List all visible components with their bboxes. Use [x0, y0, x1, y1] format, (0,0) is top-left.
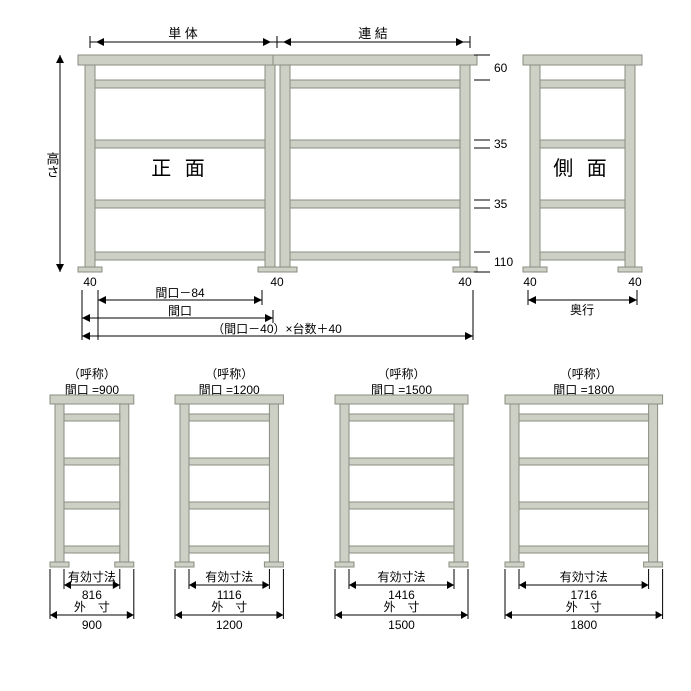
unit-out-label: 外 寸 — [383, 600, 419, 614]
unit-1: （呼称）間口 =1200有効寸法1116外 寸1200 — [175, 367, 283, 632]
front-view: 正 面 — [78, 55, 477, 272]
dim-35b: 35 — [494, 197, 508, 211]
dim-60: 60 — [494, 61, 508, 75]
unit-eff-label: 有効寸法 — [377, 569, 425, 584]
unit-0: （呼称）間口 =900有効寸法816外 寸900 — [50, 367, 134, 632]
post40-2: 40 — [270, 275, 284, 289]
unit-out-val: 1500 — [388, 618, 415, 632]
bottom-section: （呼称）間口 =900有効寸法816外 寸900（呼称）間口 =1200有効寸法… — [50, 367, 663, 632]
depth-label: 奥行 — [570, 303, 594, 317]
unit-out-val: 1200 — [216, 618, 243, 632]
unit-eff-label: 有効寸法 — [560, 569, 608, 584]
top-section: 正 面 側 面 単 体 連 結 高さ — [45, 26, 643, 340]
unit-out-label: 外 寸 — [211, 600, 247, 614]
post40-1: 40 — [83, 275, 97, 289]
side-view: 側 面 — [523, 55, 642, 272]
width-label: 間口 — [168, 304, 192, 318]
unit-eff-label: 有効寸法 — [68, 569, 116, 584]
unit-call-label: （呼称） — [68, 367, 116, 381]
post40-5: 40 — [628, 275, 642, 289]
gap-label: 間口－84 — [155, 286, 205, 300]
post40-3: 40 — [458, 275, 472, 289]
dim-110: 110 — [494, 255, 513, 269]
connect-label: 連 結 — [358, 26, 388, 41]
single-label: 単 体 — [168, 26, 198, 41]
unit-2: （呼称）間口 =1500有効寸法1416外 寸1500 — [335, 367, 468, 632]
unit-3: （呼称）間口 =1800有効寸法1716外 寸1800 — [505, 367, 663, 632]
unit-out-val: 1800 — [570, 618, 597, 632]
height-label: 高さ — [45, 151, 60, 178]
diagram-root: 正 面 側 面 単 体 連 結 高さ — [20, 20, 671, 671]
dim-35a: 35 — [494, 137, 508, 151]
front-face-label: 正 面 — [151, 158, 209, 180]
unit-out-val: 900 — [82, 618, 102, 632]
post40-4: 40 — [523, 275, 537, 289]
unit-call-label: （呼称） — [377, 367, 425, 381]
unit-call-label: （呼称） — [560, 367, 608, 381]
unit-out-label: 外 寸 — [74, 600, 110, 614]
unit-out-label: 外 寸 — [566, 600, 602, 614]
unit-eff-label: 有効寸法 — [205, 569, 253, 584]
side-face-label: 側 面 — [553, 157, 611, 180]
total-label: （間口－40）×台数＋40 — [212, 321, 342, 336]
unit-call-label: （呼称） — [205, 367, 253, 381]
